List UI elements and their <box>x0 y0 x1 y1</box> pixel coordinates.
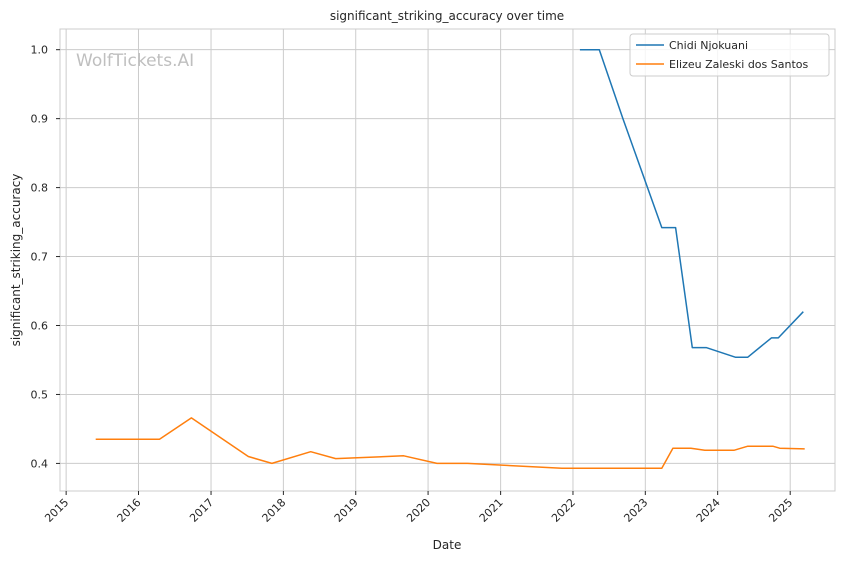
legend-label-chidi-njokuani: Chidi Njokuani <box>669 39 748 52</box>
y-tick-label: 0.9 <box>31 113 49 126</box>
y-tick-label: 0.4 <box>31 457 49 470</box>
legend-label-elizeu-zaleski-dos-santos: Elizeu Zaleski dos Santos <box>669 58 809 71</box>
plot-frame <box>59 28 836 492</box>
series-lines <box>95 48 805 469</box>
legend: Chidi Njokuani Elizeu Zaleski dos Santos <box>629 33 830 77</box>
grid <box>60 29 835 491</box>
watermark-text: WolfTickets.AI <box>76 51 194 71</box>
series-line-elizeu-zaleski-dos-santos <box>95 417 805 469</box>
x-axis-label: Date <box>433 538 462 552</box>
chart-title: significant_striking_accuracy over time <box>330 9 564 23</box>
y-tick-label: 0.5 <box>31 388 49 401</box>
y-tick-label: 0.6 <box>31 320 49 333</box>
y-axis-label: significant_striking_accuracy <box>9 174 23 347</box>
y-tick-label: 1.0 <box>31 44 49 57</box>
y-axis-ticks: 0.4 0.5 0.6 0.7 0.8 0.9 1.0 <box>31 44 60 470</box>
legend-box <box>629 33 830 77</box>
y-tick-label: 0.8 <box>31 182 49 195</box>
y-tick-label: 0.7 <box>31 251 49 264</box>
series-line-chidi-njokuani <box>579 48 804 358</box>
